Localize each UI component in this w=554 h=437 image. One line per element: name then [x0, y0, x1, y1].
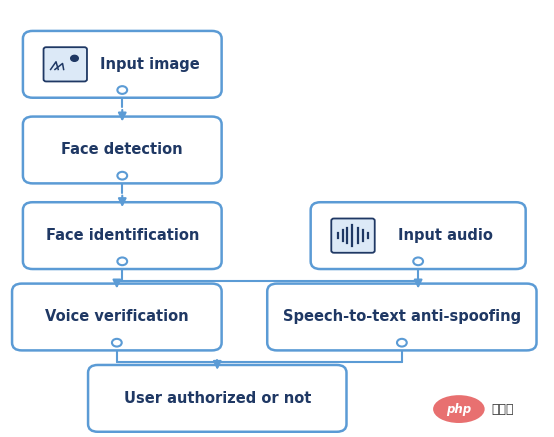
- FancyBboxPatch shape: [311, 202, 526, 269]
- Circle shape: [413, 257, 423, 265]
- Circle shape: [117, 257, 127, 265]
- Text: User authorized or not: User authorized or not: [124, 391, 311, 406]
- FancyBboxPatch shape: [23, 202, 222, 269]
- Text: 中文网: 中文网: [491, 402, 514, 416]
- Text: Input audio: Input audio: [398, 228, 493, 243]
- Text: Voice verification: Voice verification: [45, 309, 189, 325]
- Text: Input image: Input image: [100, 57, 199, 72]
- Text: Face identification: Face identification: [45, 228, 199, 243]
- Circle shape: [112, 339, 122, 347]
- Text: Face detection: Face detection: [61, 142, 183, 157]
- FancyBboxPatch shape: [44, 47, 87, 81]
- FancyBboxPatch shape: [12, 284, 222, 350]
- FancyBboxPatch shape: [88, 365, 346, 432]
- Circle shape: [117, 172, 127, 180]
- FancyBboxPatch shape: [23, 31, 222, 98]
- Text: php: php: [447, 402, 471, 416]
- Ellipse shape: [433, 395, 485, 423]
- Circle shape: [71, 55, 78, 61]
- Circle shape: [117, 86, 127, 94]
- FancyBboxPatch shape: [331, 218, 375, 253]
- Circle shape: [397, 339, 407, 347]
- FancyBboxPatch shape: [23, 117, 222, 184]
- Text: Speech-to-text anti-spoofing: Speech-to-text anti-spoofing: [283, 309, 521, 325]
- FancyBboxPatch shape: [267, 284, 536, 350]
